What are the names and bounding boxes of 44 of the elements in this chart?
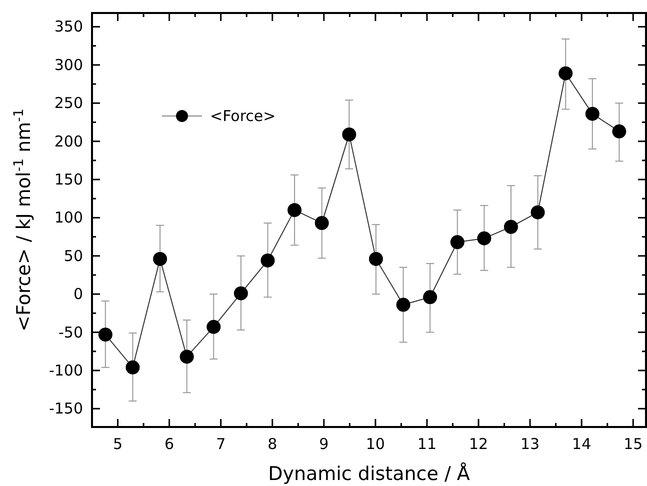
y-tick-label: 100 bbox=[54, 208, 83, 227]
y-tick-label: 200 bbox=[54, 132, 83, 150]
x-tick-label: 14 bbox=[572, 435, 592, 453]
point bbox=[206, 320, 221, 334]
x-tick-label: 11 bbox=[417, 435, 437, 453]
y-tick-label: 150 bbox=[54, 170, 83, 189]
legend-label: <Force> bbox=[210, 107, 276, 125]
x-tick-label: 6 bbox=[164, 435, 174, 453]
x-axis-title: Dynamic distance / Å bbox=[268, 462, 470, 485]
point bbox=[153, 252, 168, 266]
point bbox=[342, 127, 356, 142]
point bbox=[260, 253, 275, 268]
y-tick-label: -100 bbox=[48, 361, 83, 380]
point bbox=[585, 106, 600, 121]
point bbox=[558, 66, 573, 80]
point bbox=[98, 328, 112, 342]
y-tick-label: 350 bbox=[54, 18, 83, 36]
point bbox=[612, 124, 626, 138]
point bbox=[288, 203, 302, 218]
x-tick-label: 9 bbox=[319, 435, 329, 453]
x-tick-label: 15 bbox=[624, 435, 643, 453]
point bbox=[126, 360, 140, 374]
y-tick-label: 300 bbox=[54, 56, 83, 74]
y-tick-label: 250 bbox=[54, 94, 83, 112]
point bbox=[530, 205, 545, 220]
x-tick-label: 12 bbox=[468, 435, 488, 453]
x-tick-label: 7 bbox=[216, 435, 226, 453]
point bbox=[504, 220, 518, 234]
point bbox=[450, 235, 464, 250]
x-tick-label: 13 bbox=[520, 435, 540, 453]
y-tick-label: 50 bbox=[64, 246, 83, 265]
point bbox=[368, 252, 383, 266]
point bbox=[234, 286, 248, 300]
y-tick-label: -50 bbox=[58, 323, 83, 342]
x-tick-label: 8 bbox=[268, 435, 278, 453]
point bbox=[396, 298, 410, 312]
y-tick-label: 0 bbox=[73, 285, 83, 304]
y-tick-label: -150 bbox=[48, 400, 83, 418]
point bbox=[477, 231, 492, 246]
x-tick-label: 5 bbox=[112, 435, 123, 453]
x-tick-label: 10 bbox=[366, 435, 385, 453]
point bbox=[423, 290, 438, 304]
point bbox=[180, 350, 194, 364]
point bbox=[314, 216, 329, 230]
